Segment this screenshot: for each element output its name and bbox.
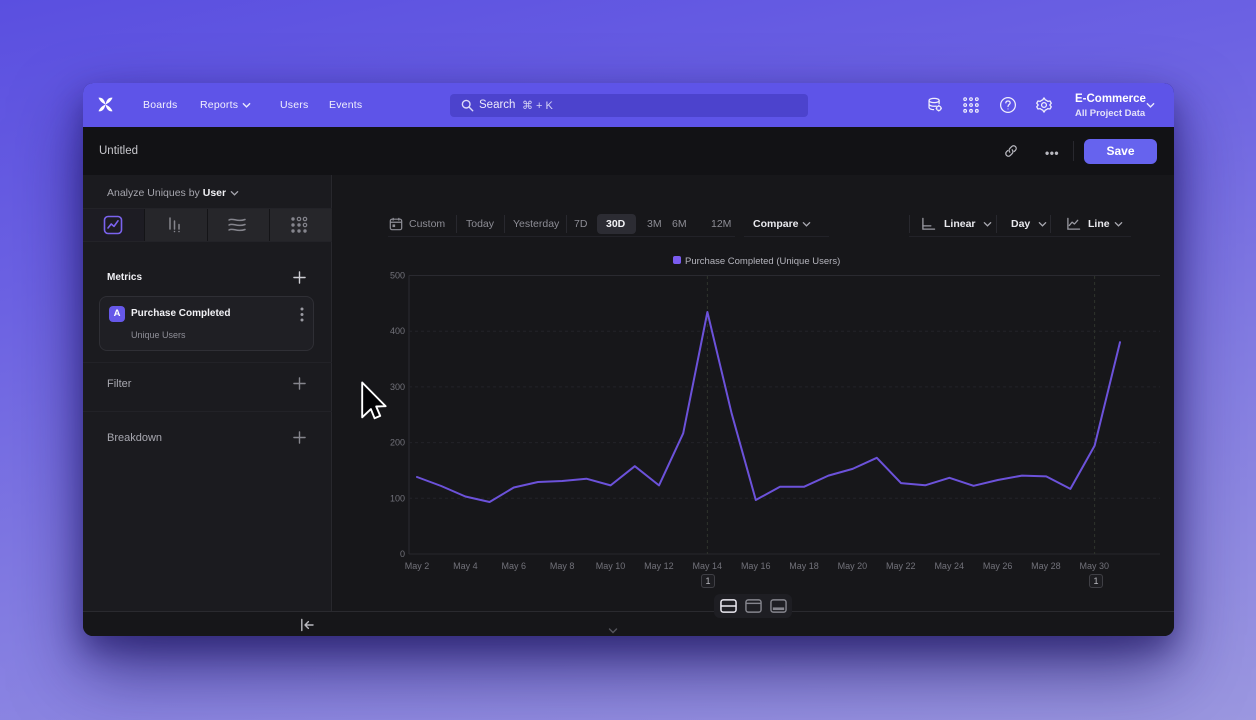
svg-text:May 28: May 28 (1031, 561, 1061, 571)
svg-text:May 2: May 2 (405, 561, 430, 571)
svg-text:200: 200 (390, 438, 405, 448)
svg-text:May 26: May 26 (983, 561, 1013, 571)
svg-text:100: 100 (390, 493, 405, 503)
svg-text:May 16: May 16 (741, 561, 771, 571)
svg-text:May 18: May 18 (789, 561, 819, 571)
svg-text:May 6: May 6 (502, 561, 527, 571)
svg-text:May 4: May 4 (453, 561, 478, 571)
svg-text:0: 0 (400, 549, 405, 559)
svg-text:May 24: May 24 (934, 561, 964, 571)
svg-text:May 20: May 20 (838, 561, 868, 571)
svg-text:500: 500 (390, 271, 405, 281)
svg-text:May 8: May 8 (550, 561, 575, 571)
svg-text:May 12: May 12 (644, 561, 674, 571)
svg-text:400: 400 (390, 326, 405, 336)
svg-text:May 14: May 14 (693, 561, 723, 571)
svg-text:May 22: May 22 (886, 561, 916, 571)
svg-text:300: 300 (390, 382, 405, 392)
svg-text:May 10: May 10 (596, 561, 626, 571)
svg-text:May 30: May 30 (1080, 561, 1110, 571)
